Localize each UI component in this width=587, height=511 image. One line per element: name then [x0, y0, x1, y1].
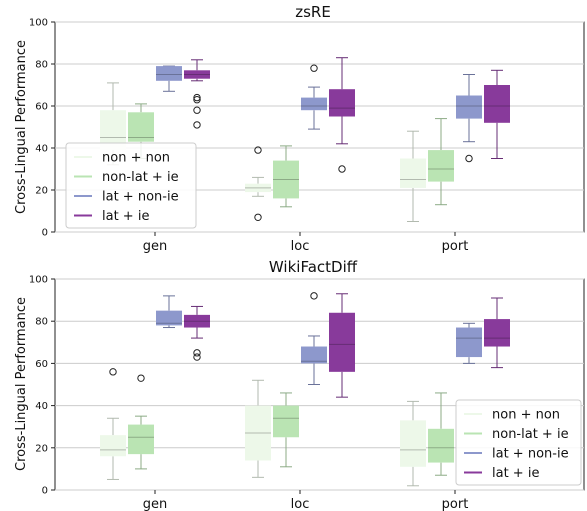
- y-tick-label: 20: [35, 186, 48, 197]
- box-non-non-loc: [245, 146, 271, 222]
- y-tick-label: 80: [35, 60, 48, 71]
- y-tick-label: 0: [42, 486, 48, 497]
- x-tick-label: loc: [291, 497, 310, 511]
- box-lat-non-ie-gen: [156, 295, 182, 329]
- legend-label: lat + ie: [492, 466, 539, 481]
- box-body: [128, 112, 154, 142]
- panel-wikifactdiff: WikiFactDiff Cross-Lingual Performance 0…: [14, 258, 585, 511]
- x-tick-label: port: [442, 239, 469, 254]
- y-tick-label: 80: [35, 317, 48, 328]
- y-axis-label: Cross-Lingual Performance: [14, 40, 29, 214]
- y-tick-label: 60: [35, 359, 48, 370]
- outlier-point: [109, 368, 117, 376]
- y-axis-label: Cross-Lingual Performance: [14, 297, 29, 471]
- outlier-point: [338, 165, 346, 173]
- panel-title: WikiFactDiff: [269, 258, 358, 276]
- legend-label: lat + non-ie: [492, 447, 569, 462]
- outlier-point: [193, 349, 201, 357]
- box-lat-non-ie-loc: [301, 292, 327, 385]
- box-body: [400, 158, 426, 188]
- y-tick-label: 0: [42, 228, 48, 239]
- legend-label: non-lat + ie: [492, 427, 569, 442]
- box-non-lat-ie-gen: [128, 103, 154, 159]
- panel-title: zsRE: [295, 3, 331, 21]
- box-non-non-port: [400, 400, 426, 487]
- box-body: [428, 428, 454, 463]
- outlier-point: [193, 96, 201, 104]
- box-lat-non-ie-port: [456, 74, 482, 163]
- box-body: [329, 312, 355, 372]
- box-body: [329, 89, 355, 117]
- box-non-lat-ie-port: [428, 392, 454, 476]
- outlier-point: [310, 64, 318, 72]
- box-lat-ie-gen: [184, 59, 210, 129]
- box-lat-ie-gen: [184, 305, 210, 361]
- box-body: [156, 310, 182, 326]
- outlier-point: [254, 213, 262, 222]
- y-tick-label: 40: [35, 401, 48, 412]
- legend-box: [65, 142, 197, 229]
- box-lat-non-ie-port: [456, 322, 482, 364]
- box-body: [456, 327, 482, 358]
- box-lat-ie-loc: [329, 293, 355, 398]
- box-lat-ie-port: [484, 69, 510, 159]
- box-body: [484, 319, 510, 347]
- box-body: [428, 150, 454, 182]
- outlier-point: [254, 146, 262, 154]
- box-lat-non-ie-gen: [156, 65, 182, 92]
- legend-label: non-lat + ie: [102, 170, 179, 185]
- outlier-point: [465, 154, 473, 163]
- legend-label: lat + non-ie: [102, 190, 179, 205]
- box-lat-ie-loc: [329, 57, 355, 173]
- y-tick-label: 20: [35, 443, 48, 454]
- box-non-non-loc: [245, 379, 271, 478]
- box-non-lat-ie-loc: [273, 145, 299, 208]
- box-body: [100, 435, 126, 457]
- outlier-point: [193, 121, 201, 129]
- box-body: [484, 85, 510, 123]
- box-lat-ie-port: [484, 297, 510, 369]
- box-body: [156, 66, 182, 81]
- outlier-point: [137, 374, 145, 382]
- x-tick-label: gen: [143, 497, 168, 511]
- box-non-lat-ie-gen: [128, 374, 154, 470]
- box-body: [301, 346, 327, 364]
- panel-zsre: zsRE Cross-Lingual Performance 0 20 40 60 80…: [14, 3, 585, 254]
- legend-label: non + non: [102, 151, 170, 166]
- y-tick-label: 100: [29, 275, 48, 286]
- legend-label: lat + ie: [102, 209, 149, 224]
- box-body: [273, 405, 299, 438]
- box-body: [456, 95, 482, 119]
- legend-box: [455, 399, 582, 486]
- box-body: [400, 420, 426, 467]
- box-non-non-gen: [100, 368, 126, 480]
- legend-label: non + non: [492, 408, 560, 423]
- box-non-non-port: [400, 130, 426, 222]
- y-tick-label: 100: [29, 18, 48, 29]
- box-lat-non-ie-loc: [301, 64, 327, 130]
- y-tick-label: 40: [35, 144, 48, 155]
- outlier-point: [193, 353, 201, 361]
- outlier-point: [310, 292, 318, 300]
- box-body: [128, 424, 154, 455]
- box-non-lat-ie-port: [428, 118, 454, 206]
- x-tick-label: port: [442, 497, 469, 511]
- box-non-lat-ie-loc: [273, 392, 299, 468]
- x-tick-label: loc: [291, 239, 310, 254]
- y-tick-label: 60: [35, 102, 48, 113]
- box-body: [301, 97, 327, 111]
- outlier-point: [193, 93, 201, 102]
- outlier-point: [193, 106, 201, 114]
- x-tick-label: gen: [143, 239, 168, 254]
